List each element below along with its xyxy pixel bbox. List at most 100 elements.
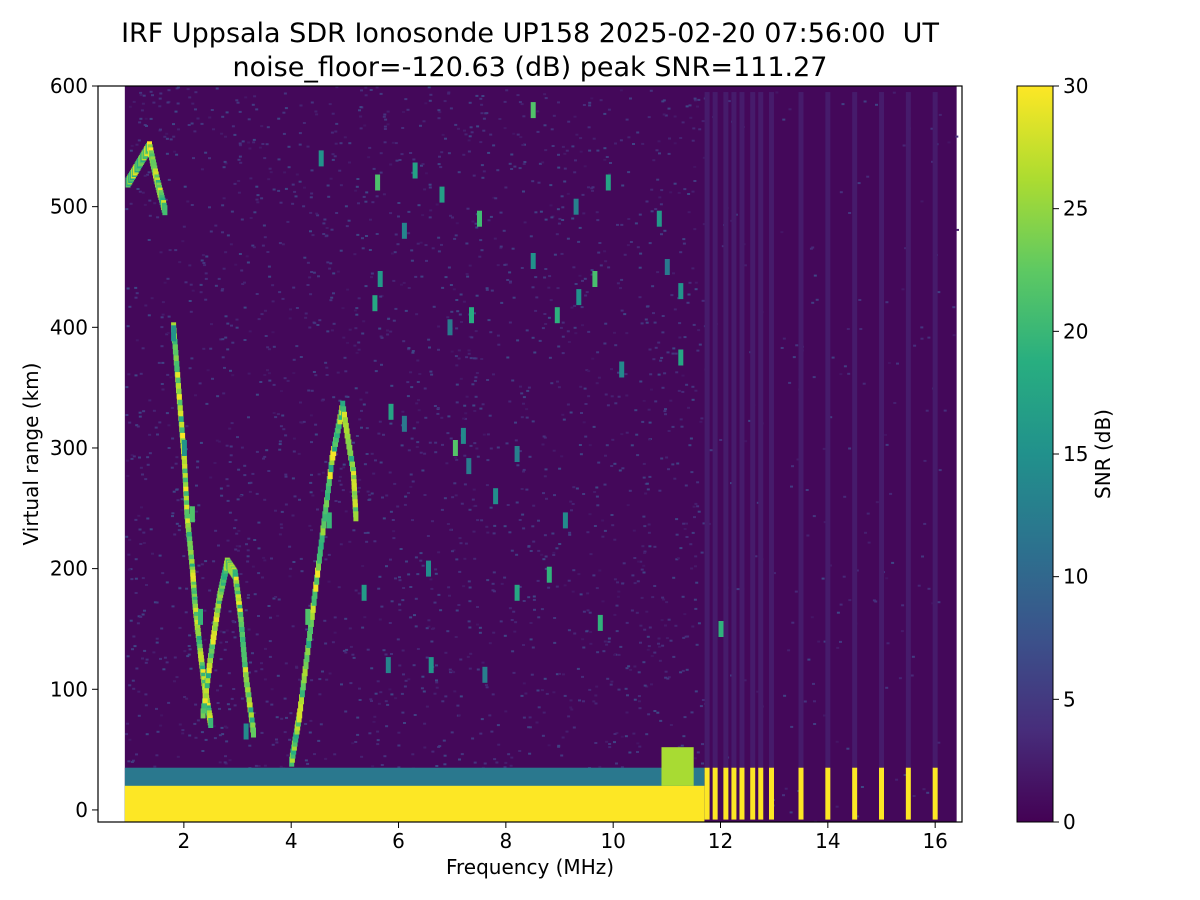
x-tick-label: 14 xyxy=(815,829,840,853)
colorbar-axis: 0 5 10 15 20 25 30 xyxy=(1053,74,1088,834)
echo-trace xyxy=(289,400,359,767)
x-axis-label: Frequency (MHz) xyxy=(446,855,614,879)
echo-speckle xyxy=(198,608,203,625)
echo-trace xyxy=(171,322,214,728)
echo-trace xyxy=(200,557,256,738)
channel-ground-echo xyxy=(758,767,764,820)
channel-column xyxy=(852,92,858,768)
echo-speckle xyxy=(530,102,536,119)
ground-band xyxy=(124,785,705,822)
echo-speckle xyxy=(546,566,552,583)
echo-speckle xyxy=(171,325,177,342)
echo-speckle xyxy=(605,174,611,191)
y-tick-label: 600 xyxy=(50,74,88,98)
echo-speckle xyxy=(466,458,472,475)
echo-speckle xyxy=(452,440,458,456)
echo-speckle xyxy=(530,253,536,269)
echo-speckle xyxy=(573,198,579,215)
y-tick-label: 100 xyxy=(50,677,88,701)
y-axis-label: Virtual range (km) xyxy=(19,363,43,546)
echo-speckle xyxy=(426,560,431,577)
noise-background xyxy=(124,86,957,822)
channel-ground-echo xyxy=(852,767,858,820)
channel-ground-echo xyxy=(750,767,756,820)
channel-ground-echo xyxy=(739,767,745,820)
echo-speckle xyxy=(514,584,520,601)
y-tick-label: 0 xyxy=(75,798,88,822)
channel-column xyxy=(731,92,737,768)
channel-column xyxy=(879,92,885,768)
colorbar-tick-label: 5 xyxy=(1063,687,1076,711)
ground-band-bump xyxy=(661,747,694,786)
channel-column xyxy=(704,92,710,768)
colorbar xyxy=(1016,85,1054,823)
colorbar-tick-label: 10 xyxy=(1063,565,1088,589)
colorbar-tick-label: 15 xyxy=(1063,442,1088,466)
channel-ground-echo xyxy=(712,767,718,820)
chart-subtitle: noise_floor=-120.63 (dB) peak SNR=111.27 xyxy=(232,52,828,83)
echo-speckle xyxy=(439,186,445,203)
colorbar-tick-label: 20 xyxy=(1063,319,1088,343)
echo-speckle xyxy=(460,427,466,444)
channel-column xyxy=(768,92,774,768)
echo-speckle xyxy=(361,584,367,601)
colorbar-label: SNR (dB) xyxy=(1091,409,1115,499)
y-axis: 0 100 200 300 400 500 600 xyxy=(50,74,98,822)
echo-speckle xyxy=(318,150,324,167)
echo-speckle xyxy=(469,307,474,324)
echo-speckle xyxy=(385,657,391,674)
chart-title: IRF Uppsala SDR Ionosonde UP158 2025-02-… xyxy=(121,18,939,49)
x-tick-label: 16 xyxy=(922,829,947,853)
channel-column xyxy=(932,92,938,768)
echo-speckle xyxy=(477,210,482,227)
y-tick-label: 200 xyxy=(50,557,88,581)
channel-column xyxy=(758,92,764,768)
channel-ground-echo xyxy=(723,767,729,820)
echo-speckle xyxy=(447,319,453,336)
x-axis: 2 4 6 8 10 12 14 16 xyxy=(177,822,948,853)
channel-column xyxy=(905,92,911,768)
x-tick-label: 6 xyxy=(392,829,405,853)
echo-speckle xyxy=(243,723,249,740)
echo-speckle xyxy=(678,349,684,366)
y-tick-label: 500 xyxy=(50,195,88,219)
echo-speckle xyxy=(181,440,187,456)
echo-speckle xyxy=(412,162,418,179)
echo-speckle xyxy=(388,403,394,420)
channel-column xyxy=(750,92,756,768)
echo-speckle xyxy=(718,621,724,637)
x-tick-label: 4 xyxy=(285,829,298,853)
echo-speckle xyxy=(189,506,195,523)
echo-speckle xyxy=(554,307,560,324)
heatmap-layer xyxy=(124,86,959,822)
echo-speckle xyxy=(482,666,488,683)
channel-ground-echo xyxy=(798,767,804,820)
x-tick-label: 2 xyxy=(177,829,190,853)
x-tick-label: 12 xyxy=(708,829,733,853)
x-tick-label: 10 xyxy=(600,829,625,853)
channel-ground-echo xyxy=(731,767,737,820)
echo-speckle xyxy=(514,446,520,462)
plot-frame xyxy=(97,85,963,823)
echo-speckle xyxy=(377,271,383,287)
channel-ground-echo xyxy=(704,767,710,820)
colorbar-tick-label: 25 xyxy=(1063,197,1088,221)
colorbar-tick-label: 30 xyxy=(1063,74,1088,98)
echo-speckle xyxy=(305,608,311,625)
x-tick-label: 8 xyxy=(499,829,512,853)
echo-speckle xyxy=(597,614,603,631)
echo-speckle xyxy=(428,657,434,674)
echo-speckle xyxy=(619,361,625,378)
channel-column xyxy=(798,92,804,768)
echo-speckle xyxy=(401,415,407,432)
echo-trace xyxy=(125,141,168,216)
echo-speckle xyxy=(656,210,662,227)
channel-column xyxy=(712,92,718,768)
channel-ground-echo xyxy=(825,767,831,820)
echo-speckle xyxy=(401,222,407,239)
channel-ground-echo xyxy=(932,767,938,820)
echo-speckle xyxy=(562,512,568,529)
echo-speckle xyxy=(493,488,499,505)
y-tick-label: 400 xyxy=(50,315,88,339)
